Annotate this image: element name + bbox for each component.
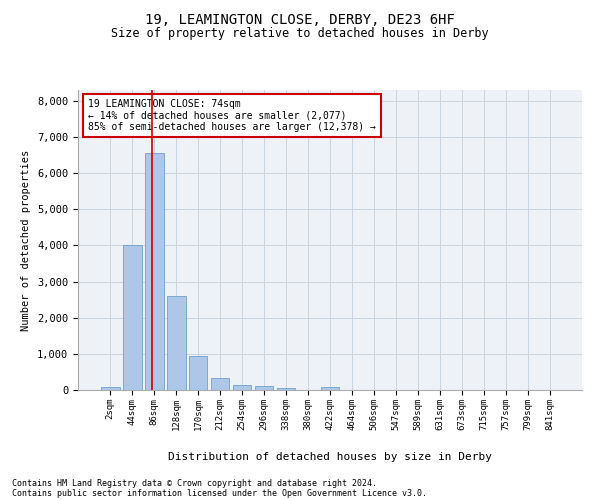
Bar — [233, 385, 251, 390]
Bar — [189, 356, 208, 390]
Bar — [145, 154, 164, 390]
Bar — [211, 378, 229, 390]
Text: Contains public sector information licensed under the Open Government Licence v3: Contains public sector information licen… — [12, 488, 427, 498]
Bar — [167, 296, 185, 390]
Text: Distribution of detached houses by size in Derby: Distribution of detached houses by size … — [168, 452, 492, 462]
Text: 19 LEAMINGTON CLOSE: 74sqm
← 14% of detached houses are smaller (2,077)
85% of s: 19 LEAMINGTON CLOSE: 74sqm ← 14% of deta… — [88, 99, 376, 132]
Bar — [277, 388, 295, 390]
Y-axis label: Number of detached properties: Number of detached properties — [22, 150, 31, 330]
Text: Contains HM Land Registry data © Crown copyright and database right 2024.: Contains HM Land Registry data © Crown c… — [12, 478, 377, 488]
Bar — [255, 386, 274, 390]
Bar — [320, 388, 340, 390]
Bar — [123, 246, 142, 390]
Text: 19, LEAMINGTON CLOSE, DERBY, DE23 6HF: 19, LEAMINGTON CLOSE, DERBY, DE23 6HF — [145, 12, 455, 26]
Text: Size of property relative to detached houses in Derby: Size of property relative to detached ho… — [111, 28, 489, 40]
Bar — [101, 388, 119, 390]
